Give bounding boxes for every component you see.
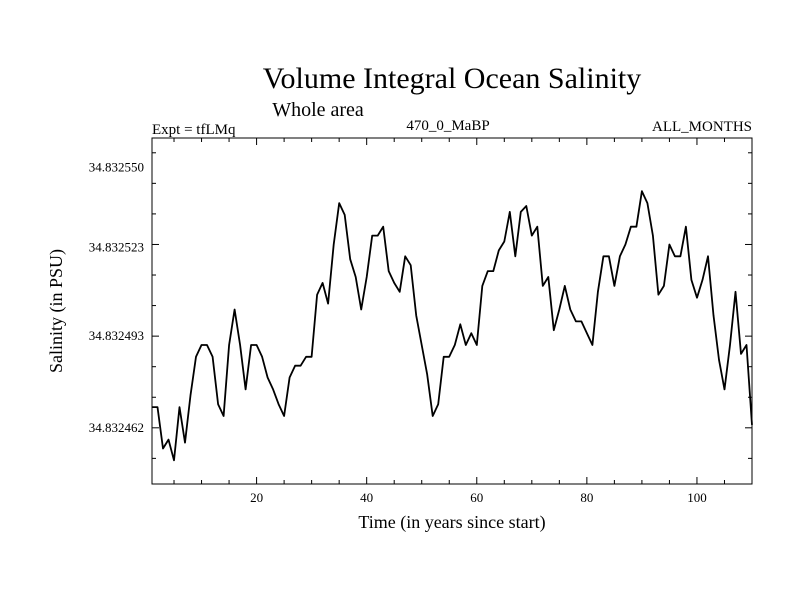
- y-axis-label: Salinity (in PSU): [46, 249, 67, 373]
- x-tick-label: 80: [580, 490, 593, 505]
- chart-subtitle: Whole area: [272, 99, 364, 121]
- y-tick-label: 34.832462: [89, 420, 144, 435]
- x-tick-label: 100: [687, 490, 707, 505]
- x-tick-label: 60: [470, 490, 483, 505]
- run-label: 470_0_MaBP: [406, 118, 489, 134]
- x-tick-label: 40: [360, 490, 373, 505]
- plot-frame: [151, 137, 753, 485]
- chart-title: Volume Integral Ocean Salinity: [263, 62, 642, 95]
- x-tick-label: 20: [250, 490, 263, 505]
- y-tick-label: 34.832550: [89, 160, 144, 175]
- y-tick-label: 34.832493: [89, 328, 144, 343]
- series-line-salinity: [152, 190, 753, 462]
- expt-label: Expt = tfLMq: [152, 122, 236, 138]
- x-axis-label: Time (in years since start): [358, 512, 545, 533]
- y-tick-label: 34.832523: [89, 239, 144, 254]
- months-label: ALL_MONTHS: [652, 119, 752, 135]
- line-layer: [152, 190, 753, 462]
- ticks-layer: 20 40 60 80 100 34.832462 34.832493 34.832523 34…: [89, 138, 753, 505]
